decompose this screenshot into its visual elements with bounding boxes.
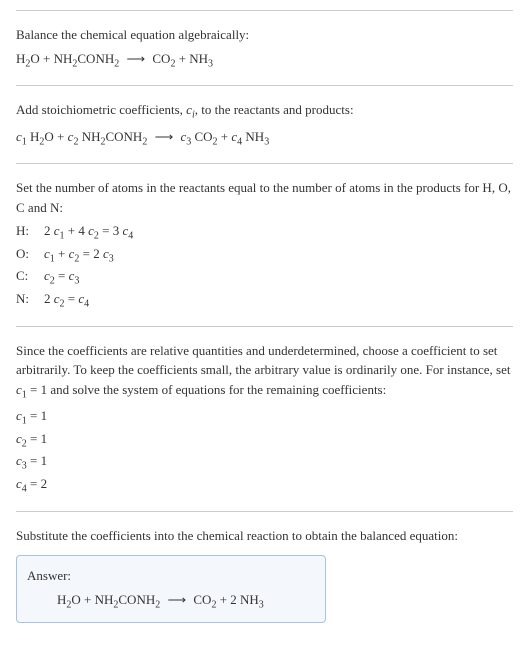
atom-row-c: C: c2 = c3 (16, 266, 513, 289)
section-balance-intro: Balance the chemical equation algebraica… (16, 10, 513, 85)
solve-text: Since the coefficients are relative quan… (16, 341, 513, 403)
initial-equation: H2O + NH2CONH2 ⟶ CO2 + NH3 (16, 49, 513, 72)
stoich-equation: c1 H2O + c2 NH2CONH2 ⟶ c3 CO2 + c4 NH3 (16, 127, 513, 150)
section-solve: Since the coefficients are relative quan… (16, 326, 513, 511)
coeff-c1: c1 = 1 (16, 406, 513, 429)
coeff-c2: c2 = 1 (16, 429, 513, 452)
atom-row-n: N: 2 c2 = c4 (16, 289, 513, 312)
atom-eq-n: 2 c2 = c4 (44, 289, 89, 312)
atom-label-c: C: (16, 266, 44, 289)
atom-label-n: N: (16, 289, 44, 312)
atom-eq-text: Set the number of atoms in the reactants… (16, 178, 513, 217)
stoich-text: Add stoichiometric coefficients, ci, to … (16, 100, 513, 123)
section-atom-equations: Set the number of atoms in the reactants… (16, 163, 513, 325)
substitute-text: Substitute the coefficients into the che… (16, 526, 513, 546)
answer-equation: H2O + NH2CONH2 ⟶ CO2 + 2 NH3 (27, 590, 315, 613)
section-answer: Substitute the coefficients into the che… (16, 511, 513, 638)
atom-eq-h: 2 c1 + 4 c2 = 3 c4 (44, 221, 133, 244)
coeff-c3: c3 = 1 (16, 451, 513, 474)
atom-label-h: H: (16, 221, 44, 244)
section-stoichiometric: Add stoichiometric coefficients, ci, to … (16, 85, 513, 163)
answer-label: Answer: (27, 566, 315, 586)
stoich-text-after: , to the reactants and products: (195, 102, 354, 117)
atom-row-h: H: 2 c1 + 4 c2 = 3 c4 (16, 221, 513, 244)
atom-eq-c: c2 = c3 (44, 266, 79, 289)
balance-title: Balance the chemical equation algebraica… (16, 25, 513, 45)
coeff-list: c1 = 1 c2 = 1 c3 = 1 c4 = 2 (16, 406, 513, 496)
atom-row-o: O: c1 + c2 = 2 c3 (16, 244, 513, 267)
atom-equations-table: H: 2 c1 + 4 c2 = 3 c4 O: c1 + c2 = 2 c3 … (16, 221, 513, 311)
ci-symbol: ci (186, 102, 195, 117)
atom-eq-o: c1 + c2 = 2 c3 (44, 244, 114, 267)
stoich-text-before: Add stoichiometric coefficients, (16, 102, 186, 117)
answer-box: Answer: H2O + NH2CONH2 ⟶ CO2 + 2 NH3 (16, 555, 326, 623)
atom-label-o: O: (16, 244, 44, 267)
coeff-c4: c4 = 2 (16, 474, 513, 497)
